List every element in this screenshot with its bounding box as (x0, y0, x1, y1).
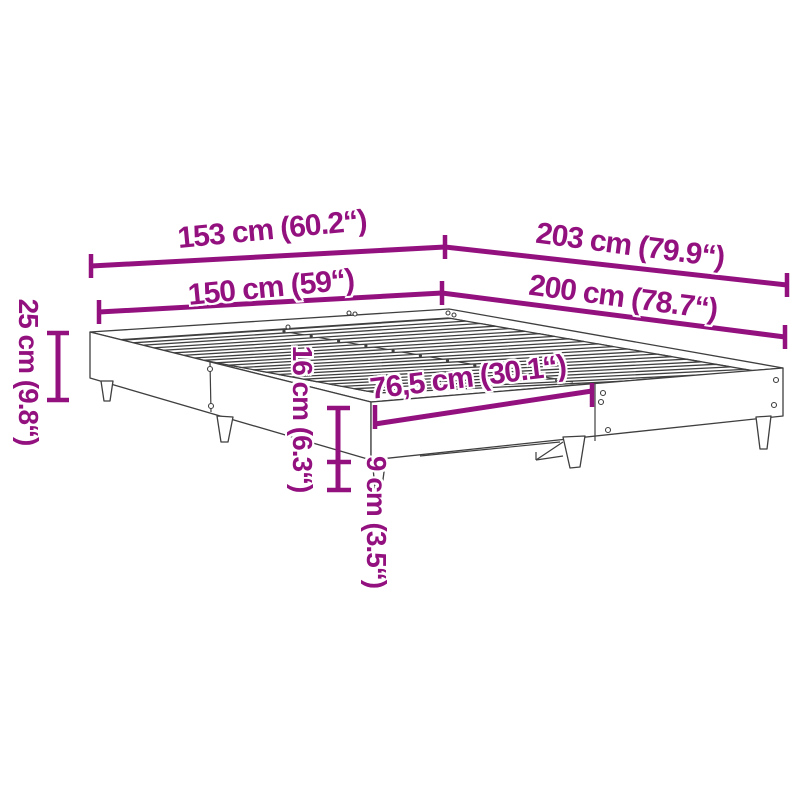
center-rail-underside (419, 441, 561, 457)
bed-frame (89, 308, 784, 489)
dimension-line-slat-width (374, 388, 593, 427)
foot-rail-face (370, 367, 784, 461)
label-frame-height: 16 cm (6.3“) (287, 345, 318, 493)
dimension-lines (47, 235, 790, 493)
dimension-ticks-frame-leg-height (327, 405, 351, 493)
dimension-ticks-total-height (47, 330, 69, 403)
leg-side-middle (216, 415, 234, 443)
dimension-ticks-slat-width (372, 383, 595, 429)
leg-foot-far (755, 415, 772, 450)
leg-center-support (562, 435, 586, 469)
slat-screws (282, 329, 559, 382)
label-total-height: 25 cm (9.8“) (13, 298, 44, 446)
bed-legs (100, 380, 772, 489)
dimension-ticks-upper (88, 235, 790, 297)
leg-head-near (100, 380, 114, 402)
rail-screw-holes (285, 310, 457, 330)
dimension-ticks-lower (96, 281, 788, 349)
center-leg-brace (535, 441, 564, 461)
bed-underframe (419, 441, 564, 461)
leg-foot-near (371, 456, 387, 489)
label-leg-height: 9 cm (3.5“) (361, 455, 392, 589)
